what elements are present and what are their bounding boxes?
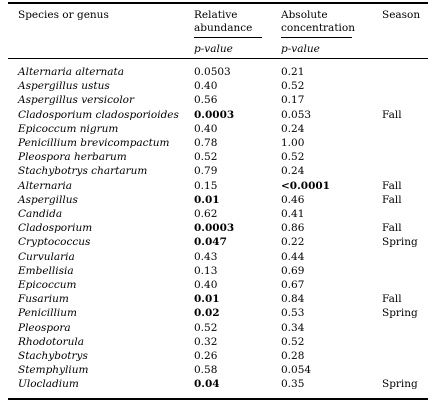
species-name: Pleospora (18, 321, 71, 334)
relative-p-value: 0.0003 (194, 108, 235, 121)
absolute-p-value: 0.22 (281, 236, 305, 249)
top-rule (8, 2, 428, 4)
season: Fall (382, 193, 402, 206)
absolute-p-value: 0.35 (281, 378, 305, 391)
relative-p-value: 0.62 (194, 208, 218, 220)
absolute-p-value: 0.69 (281, 264, 305, 277)
relative-p-value: 0.56 (194, 94, 218, 107)
header-underline (281, 37, 352, 38)
absolute-p-value: 0.52 (281, 151, 305, 164)
absolute-p-value: 0.054 (281, 364, 312, 377)
relative-p-value: 0.26 (194, 350, 218, 362)
season: Spring (382, 236, 418, 249)
species-name: Stemphylium (18, 364, 89, 377)
relative-p-value: 0.15 (194, 179, 218, 192)
species-name: Aspergillus versicolor (18, 94, 135, 107)
species-name: Cryptococcus (18, 236, 91, 249)
absolute-p-value: 0.44 (281, 250, 305, 263)
relative-p-value: 0.02 (194, 307, 220, 320)
header: abundance (194, 22, 253, 34)
relative-p-value: 0.79 (194, 165, 218, 178)
season: Fall (382, 108, 402, 121)
species-name: Stachybotrys chartarum (18, 165, 148, 178)
species-name: Epicoccum nigrum (18, 122, 119, 135)
absolute-p-value: 0.52 (281, 80, 305, 93)
species-name: Rhodotorula (18, 335, 84, 348)
header: concentration (281, 22, 355, 34)
species-name: Aspergillus (18, 193, 78, 206)
relative-p-value: 0.52 (194, 321, 218, 334)
absolute-p-value: 0.84 (281, 293, 305, 306)
season: Spring (382, 307, 418, 320)
relative-p-value: 0.13 (194, 264, 218, 277)
relative-p-value: 0.04 (194, 378, 220, 391)
species-name: Fusarium (18, 293, 69, 306)
species-name: Curvularia (18, 250, 75, 263)
species-name: Alternaria alternata (18, 66, 124, 78)
species-name: Candida (18, 208, 63, 220)
relative-p-value: 0.78 (194, 137, 218, 149)
absolute-p-value: 0.053 (281, 108, 312, 121)
species-name: Aspergillus ustus (18, 80, 110, 93)
relative-p-value: 0.01 (194, 193, 220, 206)
species-name: Cladosporium (18, 222, 93, 235)
species-name: Epicoccum (18, 279, 77, 291)
absolute-p-value: 0.28 (281, 350, 305, 362)
relative-p-value: 0.43 (194, 250, 218, 263)
absolute-p-value: 0.41 (281, 208, 305, 220)
absolute-p-value: 0.52 (281, 335, 305, 348)
header-rule (8, 58, 428, 59)
relative-p-value: 0.52 (194, 151, 218, 164)
absolute-p-value: <0.0001 (281, 179, 330, 192)
absolute-p-value: 0.21 (281, 66, 305, 78)
species-name: Stachybotrys (18, 350, 88, 362)
relative-p-value: 0.40 (194, 122, 218, 135)
species-name: Ulocladium (18, 378, 79, 391)
header: Season (382, 9, 421, 21)
relative-p-value: 0.40 (194, 80, 218, 93)
season: Spring (382, 378, 418, 391)
header: Species or genus (18, 9, 109, 21)
header-sub: p-value (281, 43, 320, 55)
absolute-p-value: 0.24 (281, 165, 305, 178)
season: Fall (382, 222, 402, 235)
relative-p-value: 0.01 (194, 293, 220, 306)
absolute-p-value: 0.17 (281, 94, 305, 107)
species-name: Pleospora herbarum (18, 151, 127, 164)
header-sub: p-value (194, 43, 233, 55)
absolute-p-value: 0.86 (281, 222, 305, 235)
relative-p-value: 0.0503 (194, 66, 231, 78)
absolute-p-value: 1.00 (281, 137, 305, 149)
species-name: Embellisia (18, 264, 74, 277)
season: Fall (382, 293, 402, 306)
species-name: Penicillium (18, 307, 77, 320)
absolute-p-value: 0.24 (281, 122, 305, 135)
bottom-rule (8, 398, 428, 400)
relative-p-value: 0.0003 (194, 222, 235, 235)
absolute-p-value: 0.67 (281, 279, 305, 291)
species-name: Cladosporium cladosporioides (18, 108, 179, 121)
header: Absolute (281, 9, 328, 21)
species-name: Alternaria (18, 179, 73, 192)
header: Relative (194, 9, 238, 21)
relative-p-value: 0.32 (194, 335, 218, 348)
species-name: Penicillium brevicompactum (18, 137, 170, 149)
relative-p-value: 0.047 (194, 236, 227, 249)
relative-p-value: 0.58 (194, 364, 218, 377)
header-underline (194, 37, 262, 38)
season: Fall (382, 179, 402, 192)
relative-p-value: 0.40 (194, 279, 218, 291)
absolute-p-value: 0.34 (281, 321, 305, 334)
absolute-p-value: 0.53 (281, 307, 305, 320)
absolute-p-value: 0.46 (281, 193, 305, 206)
